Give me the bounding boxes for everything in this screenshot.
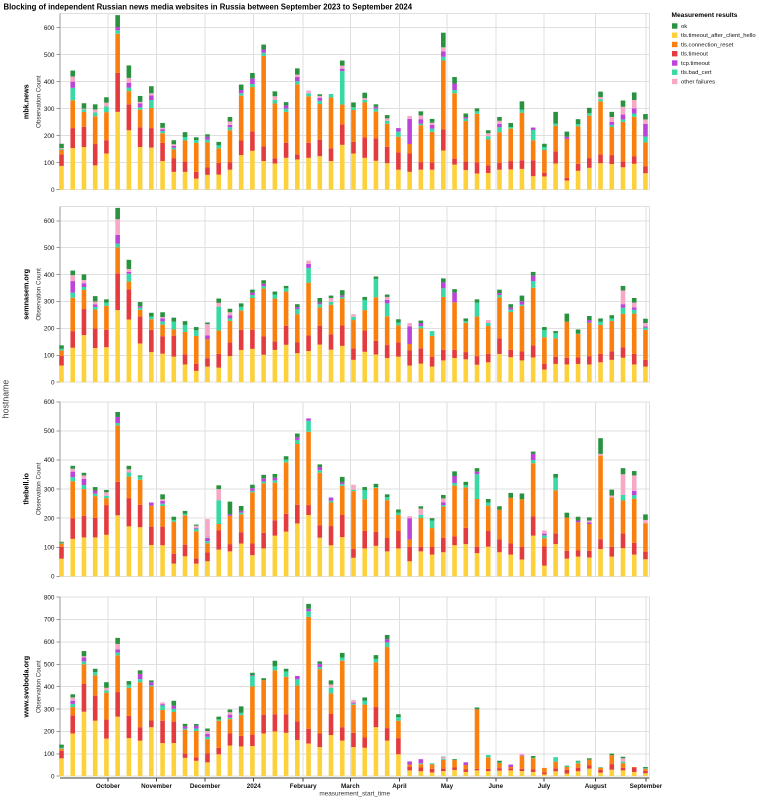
svg-text:500: 500 (44, 662, 55, 669)
svg-text:September: September (630, 783, 663, 790)
svg-text:0: 0 (51, 773, 55, 780)
svg-text:100: 100 (44, 545, 55, 552)
svg-text:mbk.news: mbk.news (22, 84, 31, 119)
svg-text:100: 100 (44, 751, 55, 758)
svg-text:300: 300 (44, 706, 55, 713)
svg-text:500: 500 (44, 52, 55, 59)
svg-text:tls.timeout_after_client_hello: tls.timeout_after_client_hello (681, 33, 756, 39)
svg-text:Observation Count: Observation Count (36, 462, 43, 515)
svg-text:tls.timeout: tls.timeout (681, 52, 708, 58)
svg-text:November: November (141, 783, 172, 790)
svg-text:Blocking of independent Russia: Blocking of independent Russian news med… (4, 3, 413, 12)
svg-text:Observation Count: Observation Count (36, 75, 43, 128)
svg-text:July: July (538, 783, 551, 790)
svg-text:August: August (585, 783, 608, 790)
svg-text:www.svoboda.org: www.svoboda.org (22, 656, 31, 719)
svg-text:200: 200 (44, 326, 55, 333)
svg-text:500: 500 (44, 245, 55, 252)
svg-text:Observation Count: Observation Count (36, 660, 43, 713)
svg-text:200: 200 (44, 729, 55, 736)
svg-text:400: 400 (44, 79, 55, 86)
svg-text:tls.connection_reset: tls.connection_reset (681, 42, 734, 48)
svg-text:800: 800 (44, 594, 55, 601)
svg-text:500: 500 (44, 428, 55, 435)
svg-text:December: December (190, 783, 221, 790)
svg-text:200: 200 (44, 515, 55, 522)
svg-text:300: 300 (44, 299, 55, 306)
svg-text:Measurement results: Measurement results (672, 12, 738, 19)
svg-text:tcp.timeout: tcp.timeout (681, 61, 710, 67)
svg-text:March: March (341, 783, 360, 790)
svg-text:300: 300 (44, 106, 55, 113)
svg-text:measurement_start_time: measurement_start_time (319, 791, 390, 798)
svg-text:600: 600 (44, 639, 55, 646)
svg-text:400: 400 (44, 272, 55, 279)
svg-text:400: 400 (44, 684, 55, 691)
svg-text:200: 200 (44, 133, 55, 140)
svg-text:0: 0 (51, 574, 55, 581)
svg-text:0: 0 (51, 187, 55, 194)
svg-text:600: 600 (44, 25, 55, 32)
svg-text:tls.bad_cert: tls.bad_cert (681, 70, 712, 76)
svg-text:October: October (96, 783, 121, 790)
svg-text:300: 300 (44, 486, 55, 493)
svg-text:February: February (290, 783, 317, 790)
svg-text:2024: 2024 (247, 783, 262, 790)
svg-text:June: June (488, 783, 503, 790)
svg-text:April: April (392, 783, 407, 790)
svg-text:hostname: hostname (1, 380, 11, 419)
svg-text:semnasem.org: semnasem.org (22, 269, 31, 320)
svg-text:100: 100 (44, 353, 55, 360)
svg-text:ok: ok (681, 24, 687, 30)
svg-text:100: 100 (44, 160, 55, 167)
svg-text:May: May (441, 783, 454, 790)
svg-text:400: 400 (44, 457, 55, 464)
svg-text:600: 600 (44, 218, 55, 225)
svg-text:Observation Count: Observation Count (36, 268, 43, 321)
svg-text:thebell.io: thebell.io (22, 473, 31, 505)
svg-text:700: 700 (44, 617, 55, 624)
svg-text:0: 0 (51, 379, 55, 386)
svg-text:600: 600 (44, 399, 55, 406)
svg-text:other failures: other failures (681, 79, 715, 85)
